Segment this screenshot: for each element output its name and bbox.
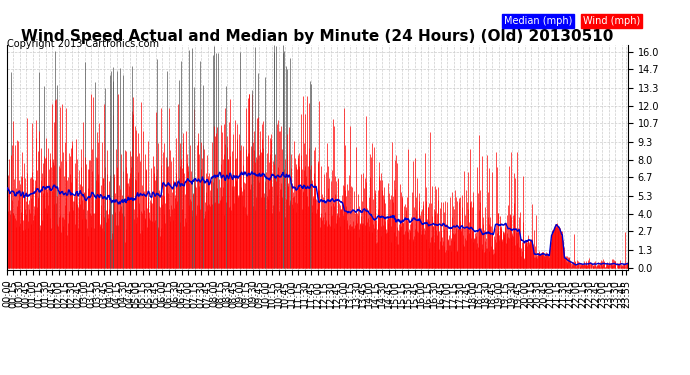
Text: Wind (mph): Wind (mph) <box>583 16 640 26</box>
Title: Wind Speed Actual and Median by Minute (24 Hours) (Old) 20130510: Wind Speed Actual and Median by Minute (… <box>21 29 613 44</box>
Text: Copyright 2013 Cartronics.com: Copyright 2013 Cartronics.com <box>7 39 159 50</box>
Text: Median (mph): Median (mph) <box>504 16 572 26</box>
